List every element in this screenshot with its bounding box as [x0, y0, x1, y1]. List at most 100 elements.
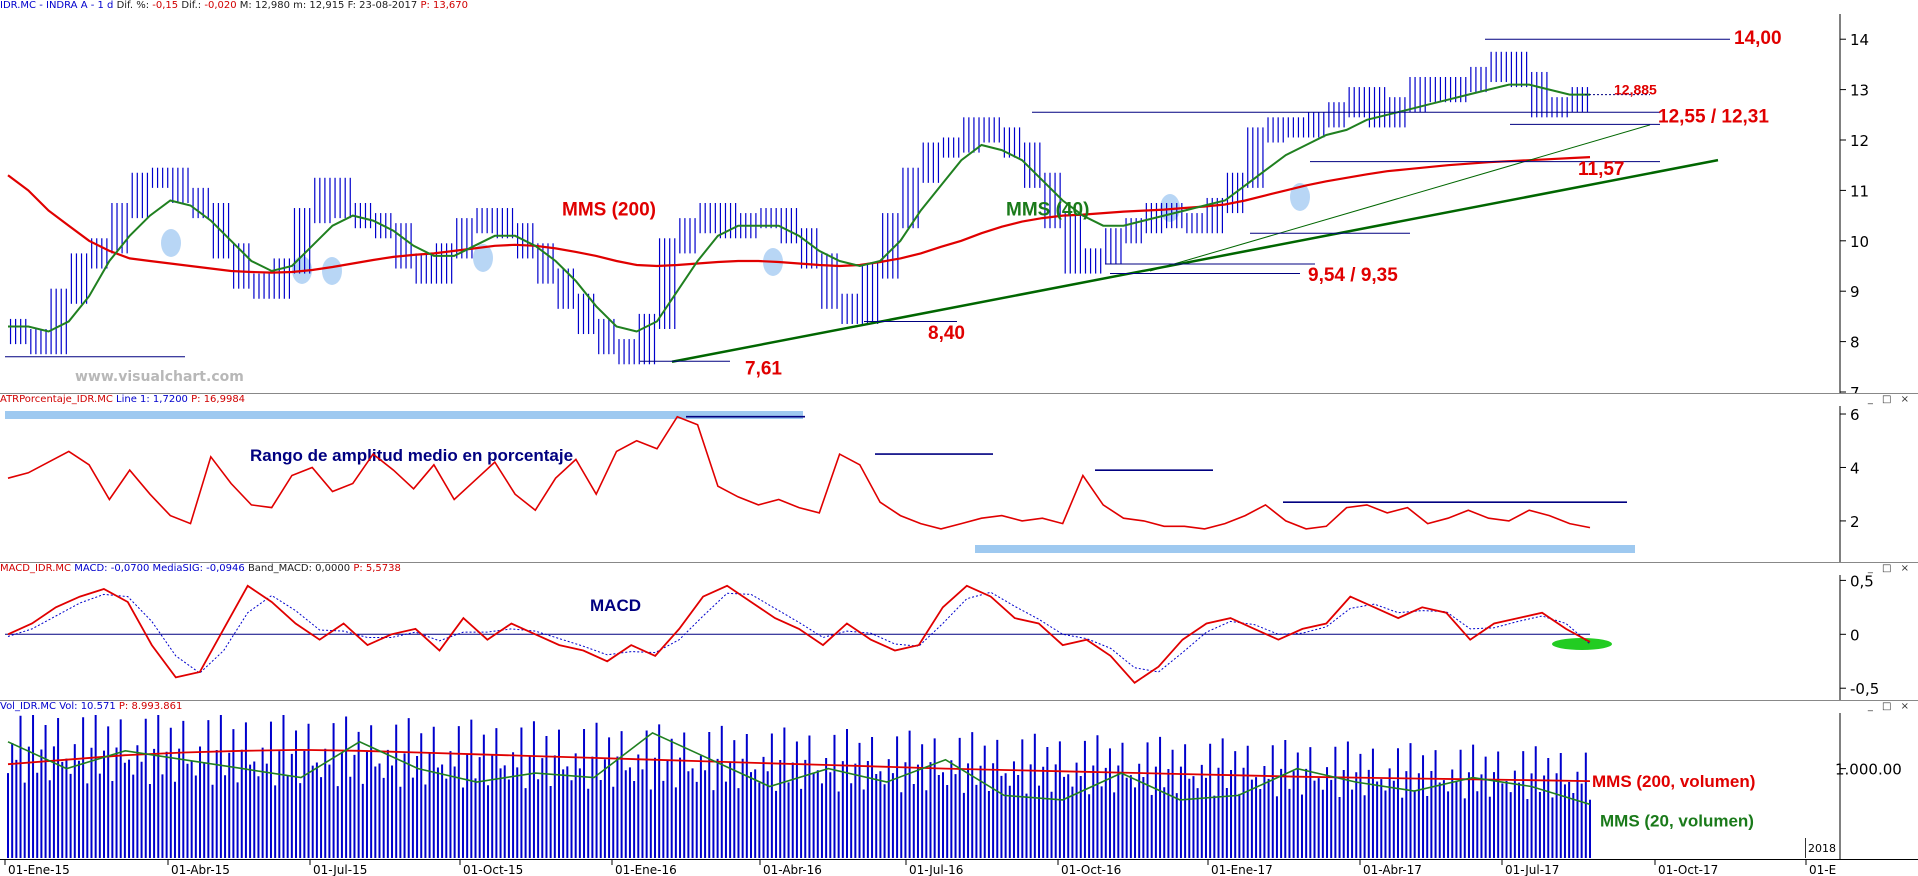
- atr-chart: Rango de amplitud medio en porcentaje 6 4…: [5, 406, 1860, 562]
- macd-sig-value: MediaSIG: -0,0946: [152, 563, 245, 574]
- price-header: IDR.MC - INDRA A - 1 d Dif. %: -0,15 Dif…: [0, 0, 468, 12]
- vol-value: Vol: 10.571: [59, 701, 116, 712]
- y-tick-label: 4: [1850, 459, 1860, 477]
- x-tick-label: 01-Ene-17: [1211, 863, 1273, 876]
- annotation-resistance: 14,00: [1734, 28, 1782, 49]
- macd-signal-line: [7, 591, 1591, 674]
- x-tick-label: 01-Abr-17: [1363, 863, 1422, 876]
- watermark: www.visualchart.com: [75, 369, 244, 385]
- y-tick-label: 6: [1850, 406, 1860, 424]
- macd-line: [7, 584, 1591, 684]
- atr-name: ATRPorcentaje_IDR.MC: [0, 394, 113, 405]
- x-tick-label: 01-E: [1809, 863, 1836, 876]
- annotation-support-mid: 11,57: [1578, 159, 1625, 180]
- panel-separator: [0, 393, 1918, 394]
- atr-p-value: P: 16,9984: [191, 394, 246, 405]
- macd-chart: MACD 0,5 0 -0,5: [5, 572, 1879, 700]
- volume-window-buttons[interactable]: _ □ ×: [1867, 701, 1912, 712]
- macd-name: MACD_IDR.MC: [0, 563, 72, 574]
- highlight-circle: [322, 257, 342, 285]
- year-label: 2018: [1808, 842, 1836, 855]
- annotation-mms40: MMS (40): [1006, 200, 1089, 221]
- volume-header: Vol_IDR.MC Vol: 10.571 P: 8.993.861: [0, 701, 182, 713]
- panel-separator: [0, 562, 1918, 563]
- annotation-low: 7,61: [745, 358, 782, 379]
- max-value: M: 12,980: [239, 0, 290, 11]
- year-marker: [1805, 838, 1806, 858]
- y-tick-label: -0,5: [1850, 680, 1879, 698]
- highlight-circle: [1290, 183, 1310, 211]
- dif-value: -0,020: [204, 0, 237, 11]
- x-tick-label: 01-Abr-15: [171, 863, 230, 876]
- vol-mms20-line: [7, 731, 1591, 806]
- min-value: m: 12,915: [293, 0, 345, 11]
- x-tick-label: 01-Oct-16: [1061, 863, 1121, 876]
- atr-line-value: Line 1: 1,7200: [116, 394, 188, 405]
- y-tick-label: 12: [1850, 132, 1869, 150]
- atr-header: ATRPorcentaje_IDR.MC Line 1: 1,7200 P: 1…: [0, 394, 245, 406]
- annotation-last-price: 12,885: [1614, 82, 1657, 98]
- annotation-mms200: MMS (200): [562, 200, 656, 221]
- x-axis-panel: 01-Ene-15 01-Abr-15 01-Jul-15 01-Oct-15 01-E…: [0, 859, 1918, 876]
- y-tick-label: 14: [1850, 31, 1869, 49]
- macd-band-value: Band_MACD: 0,0000: [247, 563, 351, 574]
- atr-line: [7, 415, 1591, 530]
- macd-value: MACD: -0,0700: [74, 563, 150, 574]
- y-tick-label: 11: [1850, 182, 1869, 200]
- y-tick-label: 0: [1850, 626, 1860, 644]
- vol-mms200-line: [7, 748, 1591, 782]
- y-tick-label: 2: [1850, 513, 1860, 531]
- atr-window-buttons[interactable]: _ □ ×: [1867, 394, 1912, 405]
- x-tick-label: 01-Jul-17: [1505, 863, 1559, 876]
- x-axis: 01-Ene-15 01-Abr-15 01-Jul-15 01-Oct-15 01-E…: [4, 860, 1836, 876]
- trendline-secondary: [1149, 124, 1651, 272]
- y-tick-label: 7: [1850, 384, 1860, 393]
- price-label: P:: [420, 0, 430, 11]
- y-tick-label: 0,5: [1850, 572, 1874, 590]
- vol-p-value: P: 8.993.861: [118, 701, 183, 712]
- atr-panel: ATRPorcentaje_IDR.MC Line 1: 1,7200 P: 1…: [0, 394, 1918, 562]
- annotation-macd: MACD: [590, 596, 641, 615]
- y-tick-label: 9: [1850, 283, 1860, 301]
- macd-p-value: P: 5,5738: [353, 563, 401, 574]
- price-panel: IDR.MC - INDRA A - 1 d Dif. %: -0,15 Dif…: [0, 0, 1918, 393]
- macd-highlight: [1552, 638, 1612, 651]
- x-tick-label: 01-Abr-16: [763, 863, 822, 876]
- price-value: 13,670: [433, 0, 469, 11]
- annotation-support-840: 8,40: [928, 323, 965, 344]
- dif-pct-label: Dif. %:: [116, 0, 150, 11]
- atr-high-band: [5, 411, 803, 419]
- annotation-vol-mms20: MMS (20, volumen): [1600, 811, 1754, 830]
- x-tick-label: 01-Jul-15: [313, 863, 367, 876]
- x-tick-label: 01-Ene-16: [615, 863, 677, 876]
- y-tick-label: 13: [1850, 82, 1869, 100]
- highlight-circle: [161, 229, 181, 257]
- trendline-main: [671, 158, 1719, 363]
- dif-pct-value: -0,15: [152, 0, 179, 11]
- x-tick-label: 01-Jul-16: [909, 863, 963, 876]
- annotation-support-lower: 9,54 / 9,35: [1308, 265, 1398, 286]
- x-tick-label: 01-Ene-15: [8, 863, 70, 876]
- annotation-atr: Rango de amplitud medio en porcentaje: [250, 446, 573, 465]
- mms40-line: [8, 83, 1590, 333]
- atr-low-band: [975, 545, 1635, 553]
- x-tick-label: 01-Oct-17: [1658, 863, 1718, 876]
- y-tick-label: 1.000.00: [1835, 761, 1902, 779]
- annotation-vol-mms200: MMS (200, volumen): [1592, 772, 1755, 791]
- annotation-support-upper: 12,55 / 12,31: [1658, 106, 1769, 127]
- mms200-line: [7, 156, 1591, 274]
- symbol-label: IDR.MC - INDRA A - 1 d: [0, 0, 114, 11]
- volume-chart: MMS (200, volumen)MMS (20, volumen)2018 …: [7, 713, 1902, 859]
- y-tick-label: 8: [1850, 334, 1860, 352]
- panel-separator: [0, 700, 1918, 701]
- date-value: F: 23-08-2017: [347, 0, 418, 11]
- x-tick-label: 01-Oct-15: [463, 863, 523, 876]
- volume-panel: Vol_IDR.MC Vol: 10.571 P: 8.993.861 _ □ …: [0, 701, 1918, 859]
- vol-name: Vol_IDR.MC: [0, 701, 56, 712]
- highlight-circle: [473, 244, 493, 272]
- macd-window-buttons[interactable]: _ □ ×: [1867, 563, 1912, 574]
- dif-label: Dif.:: [181, 0, 202, 11]
- macd-panel: MACD_IDR.MC MACD: -0,0700 MediaSIG: -0,0…: [0, 563, 1918, 700]
- macd-header: MACD_IDR.MC MACD: -0,0700 MediaSIG: -0,0…: [0, 563, 401, 575]
